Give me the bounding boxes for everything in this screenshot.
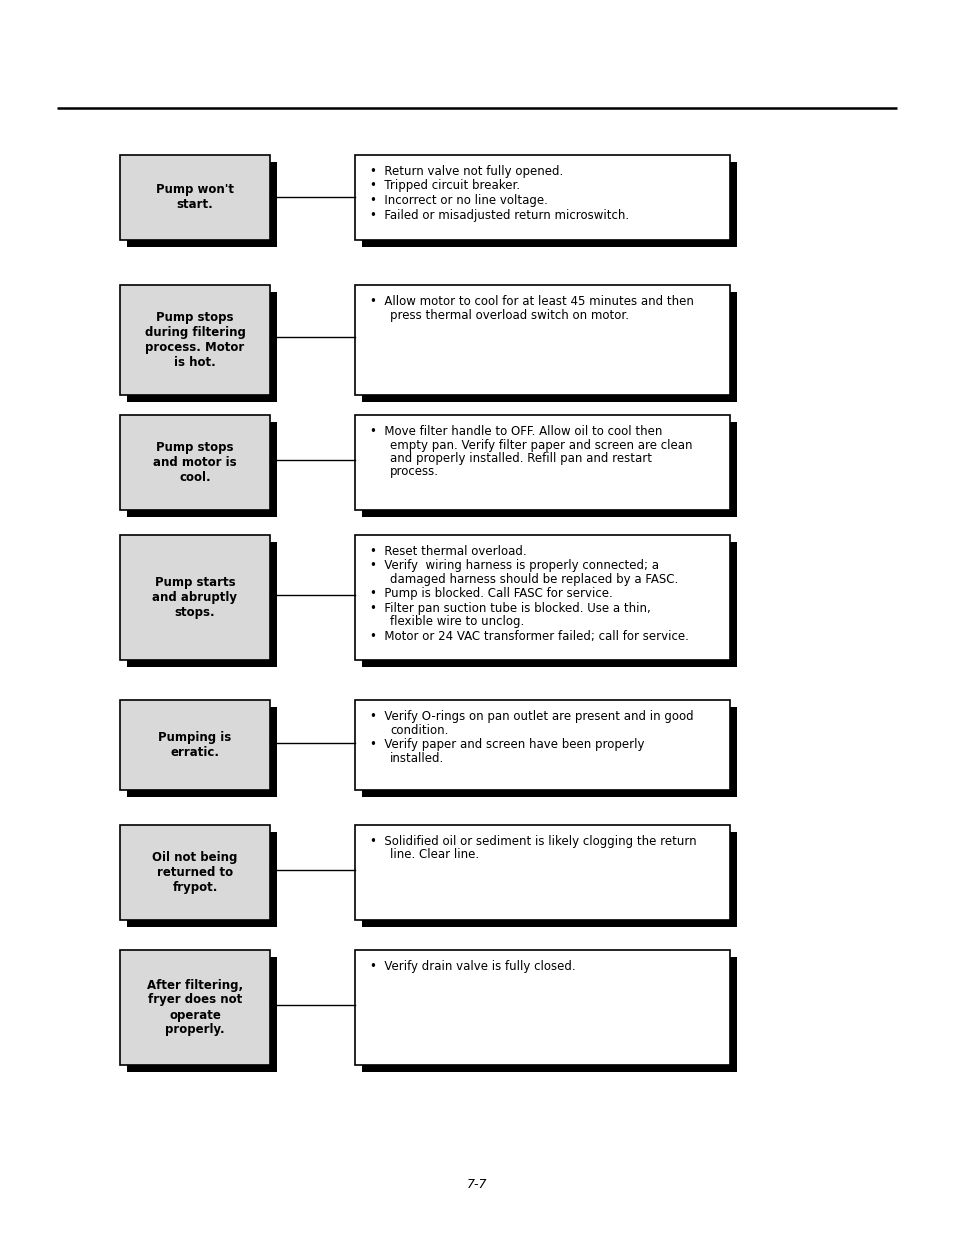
Bar bbox=[127, 706, 276, 797]
Bar bbox=[120, 415, 270, 510]
Text: Pump won't
start.: Pump won't start. bbox=[156, 184, 233, 211]
Text: Pump starts
and abruptly
stops.: Pump starts and abruptly stops. bbox=[152, 576, 237, 619]
Text: •  Solidified oil or sediment is likely clogging the return: • Solidified oil or sediment is likely c… bbox=[370, 835, 696, 848]
Text: •  Pump is blocked. Call FASC for service.: • Pump is blocked. Call FASC for service… bbox=[370, 588, 612, 600]
Text: Pump stops
and motor is
cool.: Pump stops and motor is cool. bbox=[153, 441, 236, 484]
Text: flexible wire to unclog.: flexible wire to unclog. bbox=[390, 615, 524, 629]
Bar bbox=[120, 950, 270, 1065]
Bar bbox=[361, 542, 737, 667]
Text: •  Tripped circuit breaker.: • Tripped circuit breaker. bbox=[370, 179, 519, 193]
Text: •  Return valve not fully opened.: • Return valve not fully opened. bbox=[370, 165, 562, 178]
Text: press thermal overload switch on motor.: press thermal overload switch on motor. bbox=[390, 309, 628, 321]
Text: •  Verify  wiring harness is properly connected; a: • Verify wiring harness is properly conn… bbox=[370, 559, 659, 573]
Bar bbox=[361, 162, 737, 247]
Bar bbox=[120, 285, 270, 395]
Bar bbox=[120, 156, 270, 240]
Text: 7-7: 7-7 bbox=[466, 1178, 487, 1192]
Text: •  Allow motor to cool for at least 45 minutes and then: • Allow motor to cool for at least 45 mi… bbox=[370, 295, 693, 308]
Text: installed.: installed. bbox=[390, 752, 444, 764]
Bar bbox=[355, 700, 729, 790]
Bar bbox=[127, 957, 276, 1072]
Bar bbox=[120, 825, 270, 920]
Text: and properly installed. Refill pan and restart: and properly installed. Refill pan and r… bbox=[390, 452, 651, 466]
Bar bbox=[127, 832, 276, 927]
Bar bbox=[361, 957, 737, 1072]
Bar bbox=[120, 700, 270, 790]
Text: •  Verify paper and screen have been properly: • Verify paper and screen have been prop… bbox=[370, 739, 644, 751]
Text: •  Motor or 24 VAC transformer failed; call for service.: • Motor or 24 VAC transformer failed; ca… bbox=[370, 630, 688, 643]
Bar bbox=[361, 291, 737, 403]
Text: •  Verify drain valve is fully closed.: • Verify drain valve is fully closed. bbox=[370, 960, 575, 973]
Text: damaged harness should be replaced by a FASC.: damaged harness should be replaced by a … bbox=[390, 573, 678, 585]
Bar bbox=[361, 832, 737, 927]
Bar bbox=[127, 162, 276, 247]
Bar bbox=[120, 535, 270, 659]
Text: Pumping is
erratic.: Pumping is erratic. bbox=[158, 731, 232, 760]
Bar bbox=[361, 706, 737, 797]
Bar bbox=[355, 950, 729, 1065]
Bar bbox=[355, 825, 729, 920]
Bar bbox=[355, 415, 729, 510]
Bar bbox=[355, 535, 729, 659]
Text: line. Clear line.: line. Clear line. bbox=[390, 848, 478, 862]
Bar bbox=[127, 422, 276, 517]
Bar bbox=[355, 156, 729, 240]
Text: •  Filter pan suction tube is blocked. Use a thin,: • Filter pan suction tube is blocked. Us… bbox=[370, 601, 650, 615]
Text: Oil not being
returned to
frypot.: Oil not being returned to frypot. bbox=[152, 851, 237, 894]
Bar bbox=[127, 291, 276, 403]
Text: After filtering,
fryer does not
operate
properly.: After filtering, fryer does not operate … bbox=[147, 978, 243, 1036]
Bar bbox=[355, 285, 729, 395]
Text: empty pan. Verify filter paper and screen are clean: empty pan. Verify filter paper and scree… bbox=[390, 438, 692, 452]
Text: •  Move filter handle to OFF. Allow oil to cool then: • Move filter handle to OFF. Allow oil t… bbox=[370, 425, 661, 438]
Text: Pump stops
during filtering
process. Motor
is hot.: Pump stops during filtering process. Mot… bbox=[145, 311, 245, 369]
Bar bbox=[127, 542, 276, 667]
Text: process.: process. bbox=[390, 466, 438, 478]
Text: •  Reset thermal overload.: • Reset thermal overload. bbox=[370, 545, 526, 558]
Text: •  Verify O-rings on pan outlet are present and in good: • Verify O-rings on pan outlet are prese… bbox=[370, 710, 693, 722]
Text: •  Incorrect or no line voltage.: • Incorrect or no line voltage. bbox=[370, 194, 547, 207]
Text: •  Failed or misadjusted return microswitch.: • Failed or misadjusted return microswit… bbox=[370, 209, 628, 221]
Text: condition.: condition. bbox=[390, 724, 448, 736]
Bar bbox=[361, 422, 737, 517]
